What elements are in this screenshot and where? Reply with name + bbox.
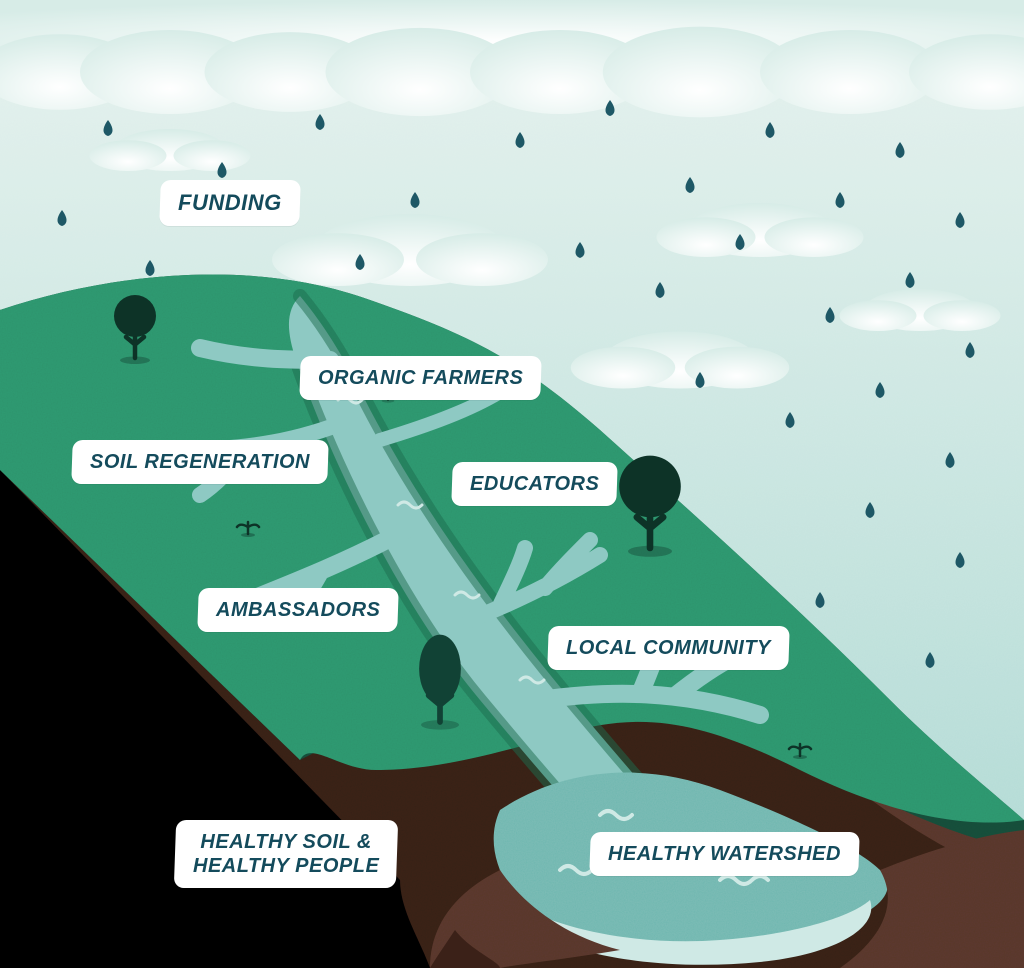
label-soil-regeneration: SOIL REGENERATION xyxy=(71,440,329,484)
label-funding: FUNDING xyxy=(159,180,300,226)
label-healthy-watershed: HEALTHY WATERSHED xyxy=(589,832,859,876)
watershed-infographic: FUNDING ORGANIC FARMERS SOIL REGENERATION E… xyxy=(0,0,1024,968)
label-educators: EDUCATORS xyxy=(451,462,618,506)
cloud-band-top xyxy=(0,0,1024,117)
label-ambassadors: AMBASSADORS xyxy=(197,588,399,632)
label-local-community: LOCAL COMMUNITY xyxy=(547,626,789,670)
label-healthy-soil: HEALTHY SOIL &HEALTHY PEOPLE xyxy=(174,820,399,888)
label-organic-farmers: ORGANIC FARMERS xyxy=(299,356,542,400)
